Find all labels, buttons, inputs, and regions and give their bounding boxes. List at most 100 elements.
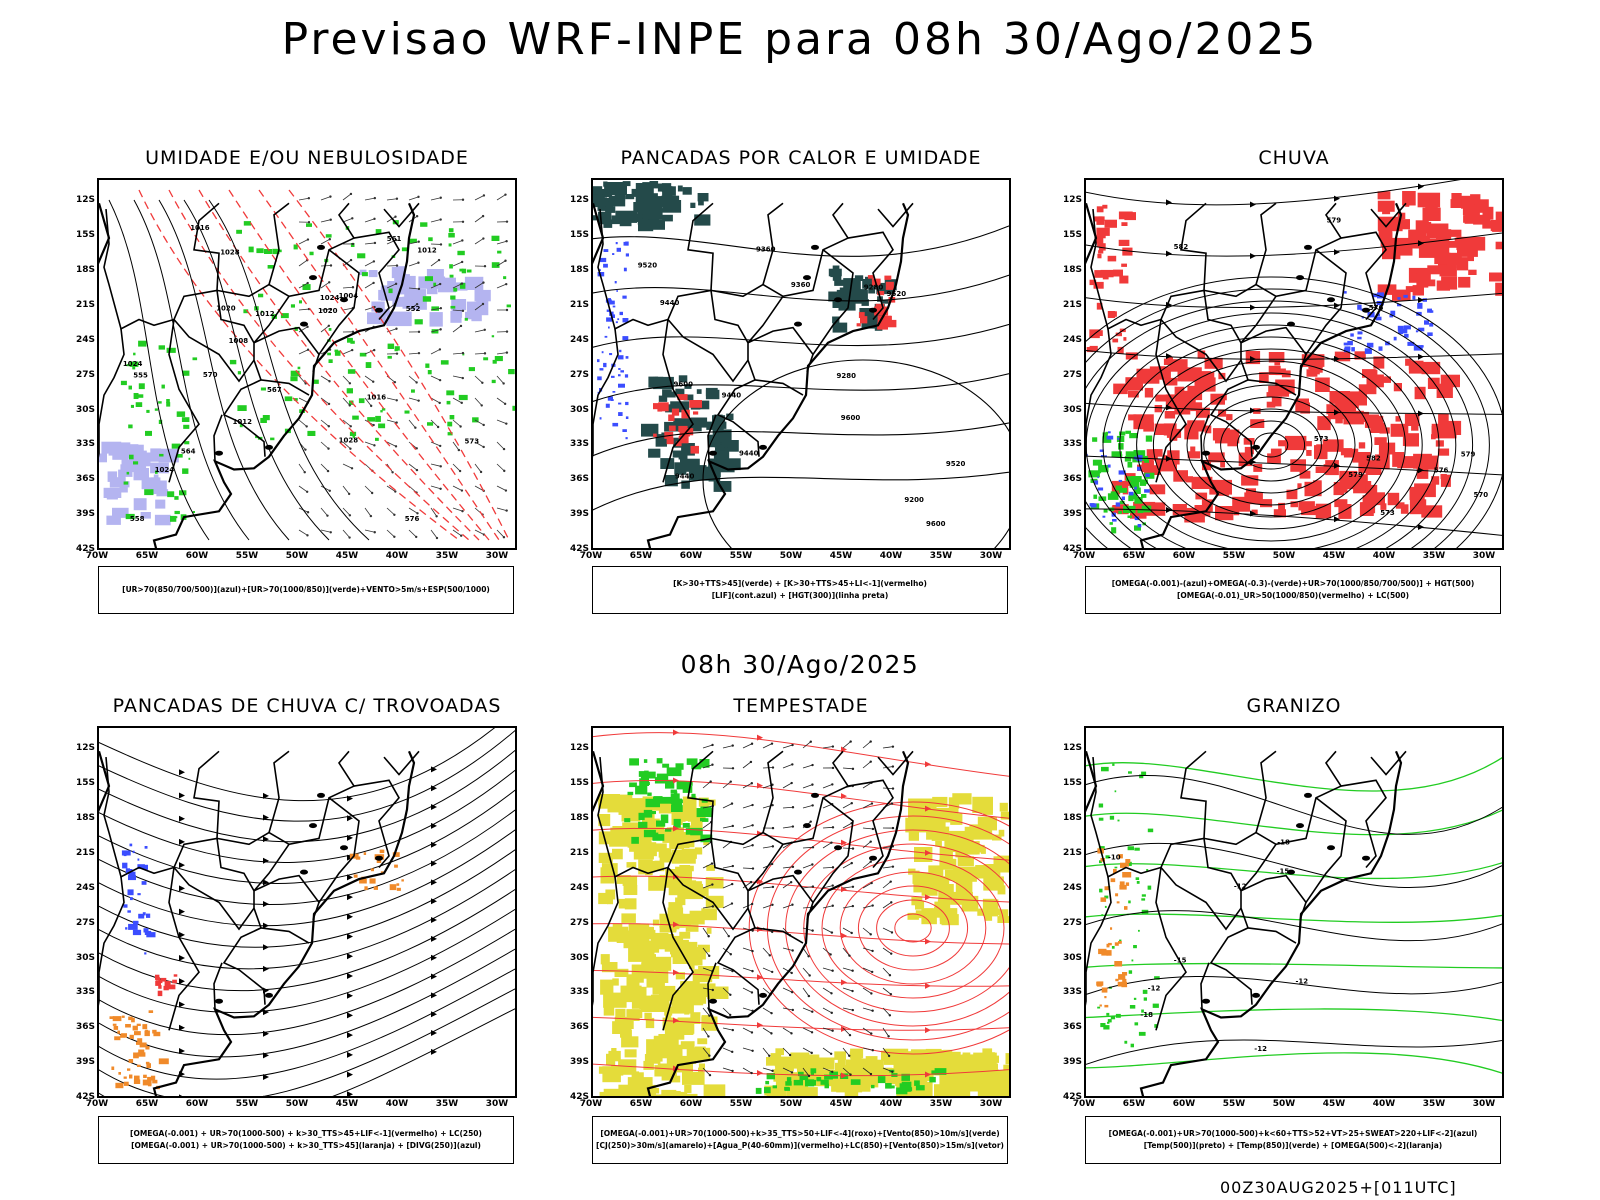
wind-vector xyxy=(702,1067,711,1076)
teal-instability-area-cell xyxy=(677,185,683,192)
lat-tick-label: 21S xyxy=(1062,299,1082,310)
wind-vector xyxy=(320,196,331,201)
green-temp-contour-cell xyxy=(1154,976,1160,980)
red-rain-area-cell xyxy=(1374,492,1385,506)
wind-vector xyxy=(782,947,793,951)
wind-vector-head xyxy=(730,882,734,886)
wind-vector xyxy=(298,485,308,493)
green-temp-contour-cell xyxy=(1133,945,1137,949)
streamline-arrow xyxy=(179,792,185,799)
lc850-streamlines-line xyxy=(593,779,1009,819)
wind-vector xyxy=(882,766,893,769)
teal-instability-area-cell xyxy=(658,395,668,402)
wind-vector-head xyxy=(849,1073,852,1076)
wind-vector-head xyxy=(349,258,353,262)
wind-vector-head xyxy=(393,535,396,538)
contour-label: 9520 xyxy=(638,262,658,270)
green-humidity-contour-cell xyxy=(411,389,415,393)
wind-vector-head xyxy=(851,989,854,993)
green-temp-contour-cell xyxy=(1098,846,1105,850)
green-humidity-contour-cell xyxy=(161,384,165,389)
blue-lif-contour-cell xyxy=(612,305,616,308)
hgt-line xyxy=(593,323,1009,348)
wind-vector xyxy=(782,1067,793,1073)
wind-vector-head xyxy=(391,471,394,474)
red-rain-area-cell xyxy=(1093,281,1104,289)
red-rain-area-cell xyxy=(1286,489,1298,500)
wind-vector-head xyxy=(810,1031,814,1034)
wind-vector xyxy=(702,947,710,957)
state-border xyxy=(1370,750,1407,776)
teal-instability-area-cell xyxy=(661,195,680,207)
yellow-jet-area-cell xyxy=(633,846,654,860)
legend-trovoadas: [OMEGA(-0.001) + UR>70(1000-500) + k>30_… xyxy=(98,1116,514,1164)
wind-vector-head xyxy=(790,1071,794,1074)
blue-lif-contour-cell xyxy=(612,391,616,393)
lat-tick-label: 18S xyxy=(569,813,589,823)
blue-divergence-area-cell xyxy=(146,932,156,938)
wind-vector-head xyxy=(394,215,397,218)
wind-vector-head xyxy=(372,380,375,383)
west-coastline xyxy=(99,750,111,813)
yellow-jet-area-cell xyxy=(686,1047,704,1058)
green-wind-area-cell xyxy=(673,818,681,828)
streamline-arrow xyxy=(263,1009,269,1016)
red-instability-area-cell xyxy=(678,435,689,444)
red-rain-area-cell xyxy=(1290,501,1298,508)
red-rain-area-cell xyxy=(1141,459,1154,472)
red-rain-area-cell xyxy=(1456,257,1469,271)
lake-mark xyxy=(309,275,317,281)
yellow-jet-area-cell xyxy=(953,839,968,852)
orange-storm-area-cell xyxy=(121,1033,127,1038)
wind-vector xyxy=(802,1047,812,1054)
wind-vector-head xyxy=(393,513,396,516)
wind-vector-head xyxy=(505,422,508,425)
wind-vector-head xyxy=(811,863,814,866)
wind-vector-head xyxy=(791,763,794,766)
red-rain-area-cell xyxy=(1417,192,1441,208)
wind-vector-head xyxy=(460,282,464,285)
lon-tick-label: 65W xyxy=(629,551,653,561)
legend-chuva: [OMEGA(-0.001)-(azul)+OMEGA(-0.3)-(verde… xyxy=(1085,566,1501,614)
blue-omega-area-cell xyxy=(1397,325,1404,332)
wind-vector xyxy=(364,441,375,446)
green-wind-area-cell xyxy=(682,823,690,828)
lat-tick-label: 24S xyxy=(75,882,95,893)
streamline-arrow xyxy=(431,992,437,999)
state-border xyxy=(383,750,420,776)
wind-vector xyxy=(430,349,441,355)
red-rain-area-cell xyxy=(1405,358,1412,366)
wind-vector-head xyxy=(850,801,853,805)
green-humidity-contour-cell xyxy=(334,349,339,352)
blue-lif-contour-cell xyxy=(611,375,615,378)
red-rain-area-cell xyxy=(1220,461,1225,468)
wind-vector xyxy=(430,283,441,289)
streamline-arrow xyxy=(347,834,353,841)
red-rain-area-cell xyxy=(1358,460,1382,474)
red-rain-area-cell xyxy=(1316,365,1323,373)
red-rain-area-cell xyxy=(1197,350,1206,359)
blue-divergence-area-cell xyxy=(142,912,146,916)
green-wind-area-cell xyxy=(755,1087,762,1094)
green-temp-contour-cell xyxy=(1097,1006,1101,1009)
wind-vector-head xyxy=(438,282,442,286)
streamline-arrow xyxy=(179,769,185,776)
contour-label: -12 xyxy=(1254,1045,1267,1053)
yellow-jet-area-cell xyxy=(915,910,923,919)
lat-tick-label: 27S xyxy=(569,369,589,380)
red-rain-area-cell xyxy=(1490,219,1502,232)
green-omega-area-cell xyxy=(1125,451,1138,459)
streamline-arrow xyxy=(347,913,353,920)
teal-instability-area-cell xyxy=(718,440,739,452)
blue-omega-area-cell xyxy=(1344,346,1351,350)
yellow-jet-area-cell xyxy=(679,931,691,939)
blue-lif-contour-cell xyxy=(612,422,619,427)
red-rain-area-cell xyxy=(1130,508,1147,519)
lc850-streamlines-line xyxy=(593,970,1009,987)
yellow-jet-area-cell xyxy=(697,887,709,897)
wind-vector xyxy=(702,821,712,829)
yellow-jet-area-cell xyxy=(943,810,952,818)
red-storm-area-cell xyxy=(173,974,178,977)
streamline-arrow xyxy=(431,935,437,942)
green-wind-area-cell xyxy=(627,791,634,796)
